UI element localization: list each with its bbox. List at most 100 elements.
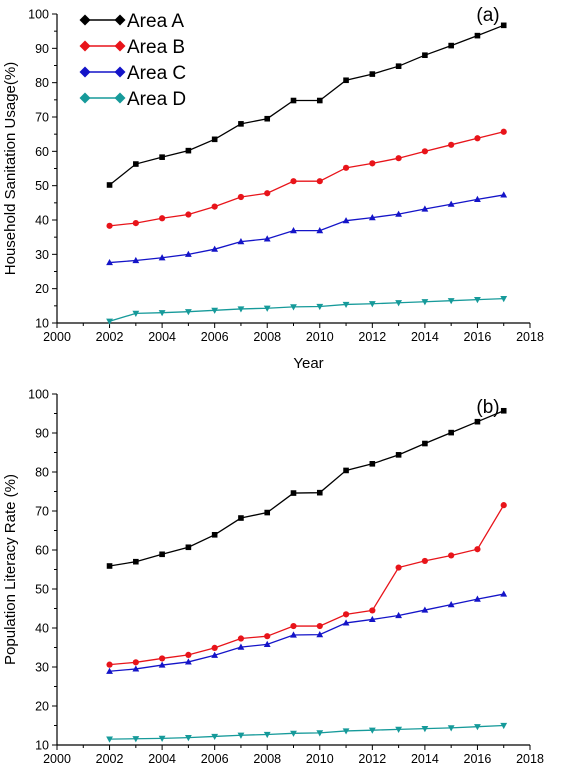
data-point [106, 661, 113, 668]
data-point [132, 256, 140, 264]
legend-marker [114, 66, 126, 78]
legend-marker [114, 14, 126, 26]
data-point [211, 531, 218, 538]
data-point [421, 205, 429, 212]
data-point [316, 489, 323, 496]
data-point [395, 210, 403, 217]
data-point [237, 635, 245, 642]
data-point [342, 728, 350, 735]
data-point [500, 296, 508, 303]
y-tick-label: 80 [35, 76, 49, 90]
data-point [395, 611, 403, 619]
x-tick-label: 2014 [411, 330, 439, 344]
data-point [159, 551, 165, 558]
data-point [263, 731, 271, 739]
data-point [421, 148, 428, 155]
data-point [263, 235, 271, 242]
data-point [343, 467, 349, 474]
data-point [500, 590, 508, 597]
data-point [316, 303, 324, 311]
data-point [369, 71, 376, 77]
data-point [290, 227, 297, 234]
data-point [474, 724, 481, 731]
x-tick-label: 2012 [358, 752, 386, 766]
y-tick-label: 40 [35, 622, 49, 636]
y-tick-label: 30 [35, 248, 49, 262]
x-tick-label: 2012 [358, 330, 386, 344]
series-1 [106, 128, 507, 229]
data-point [500, 407, 507, 414]
legend-marker [79, 40, 91, 52]
data-point [133, 161, 139, 167]
data-point [316, 227, 324, 234]
x-tick-label: 2008 [253, 752, 281, 766]
y-tick-label: 100 [28, 388, 49, 402]
data-point [342, 301, 350, 309]
y-tick-label: 20 [35, 700, 49, 714]
data-point [211, 136, 218, 143]
data-point [368, 213, 376, 221]
data-point [237, 238, 245, 245]
data-point [422, 52, 428, 58]
data-point [263, 305, 271, 312]
data-point [132, 219, 139, 227]
data-point [500, 502, 507, 509]
series-line [109, 724, 504, 740]
legend-marker [79, 92, 91, 104]
y-tick-label: 40 [35, 214, 49, 228]
y-tick-label: 70 [35, 505, 49, 519]
y-tick-label: 90 [35, 427, 49, 441]
data-point [106, 318, 113, 325]
x-tick-label: 2004 [148, 752, 176, 766]
data-point [448, 429, 454, 436]
x-tick-label: 2002 [96, 330, 124, 344]
data-point [158, 661, 166, 668]
data-point [237, 643, 245, 650]
data-point [185, 651, 192, 659]
series-line [109, 24, 504, 186]
y-tick-label: 80 [35, 466, 49, 480]
data-point [474, 195, 481, 202]
data-point [290, 304, 297, 311]
x-tick-label: 2016 [464, 752, 492, 766]
data-point [184, 658, 192, 665]
data-point [132, 659, 139, 666]
x-tick-label: 2018 [516, 752, 544, 766]
data-point [158, 735, 166, 742]
data-point [106, 258, 113, 266]
data-point [447, 200, 455, 207]
data-point [369, 607, 376, 614]
legend-label: Area B [127, 37, 185, 58]
series-line [109, 593, 504, 672]
data-point [369, 160, 376, 167]
y-tick-label: 50 [35, 179, 49, 193]
x-tick-label: 2008 [253, 330, 281, 344]
x-tick-label: 2000 [43, 752, 71, 766]
x-tick-label: 2006 [201, 752, 229, 766]
data-point [368, 727, 376, 734]
data-point [106, 736, 113, 743]
data-point [185, 211, 192, 218]
series-line [109, 297, 504, 322]
x-tick-label: 2018 [516, 330, 544, 344]
series-line [109, 504, 505, 666]
data-point [290, 97, 297, 104]
data-point [106, 667, 113, 674]
data-point [395, 300, 403, 307]
data-point [237, 306, 245, 313]
data-point [158, 310, 166, 317]
data-point [316, 178, 323, 185]
y-tick-label: 50 [35, 583, 49, 597]
data-point [500, 22, 507, 29]
legend-label: Area D [127, 89, 186, 110]
legend-label: Area C [127, 63, 186, 84]
x-tick-label: 2004 [148, 330, 176, 344]
panel-label: (a) [476, 5, 499, 26]
series-0 [106, 407, 507, 569]
data-point [106, 563, 113, 569]
data-point [290, 490, 297, 496]
x-tick-label: 2010 [306, 330, 334, 344]
y-axis-title: Population Literacy Rate (%) [2, 474, 19, 665]
data-point [474, 135, 481, 142]
